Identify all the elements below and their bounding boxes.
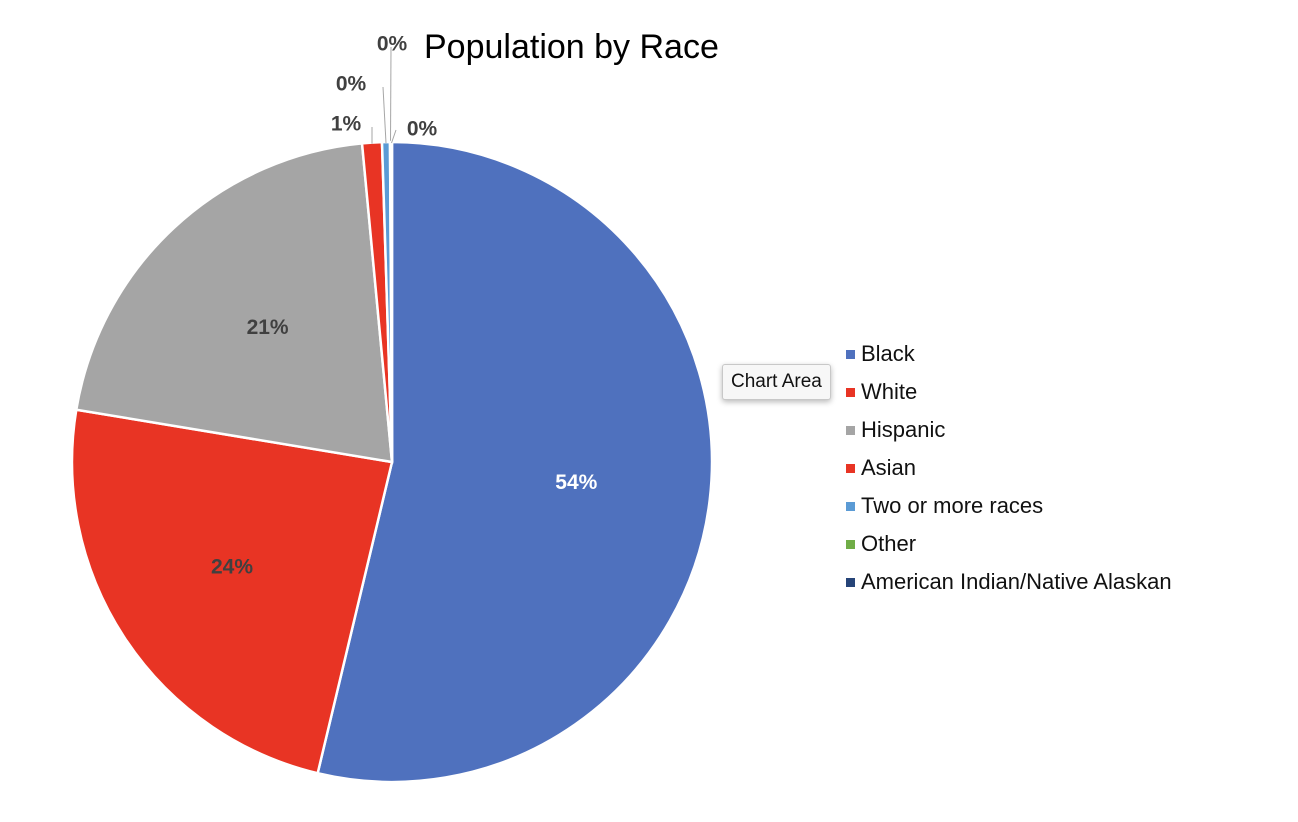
legend-label: Asian — [861, 455, 917, 480]
pie-slice-white[interactable] — [70, 408, 394, 775]
legend-swatch — [846, 501, 855, 511]
leader-line — [390, 46, 392, 144]
chart-title: Population by Race — [424, 28, 719, 66]
legend-item-hispanic[interactable]: Hispanic — [846, 411, 1172, 449]
leader-line — [391, 129, 397, 144]
legend-item-two-or-more-races[interactable]: Two or more races — [846, 487, 1172, 525]
legend-label: American Indian/Native Alaskan — [861, 569, 1172, 594]
legend-swatch — [846, 577, 855, 587]
data-label-white: 24% — [211, 556, 253, 579]
legend-swatch — [846, 387, 855, 397]
legend-item-white[interactable]: White — [846, 373, 1172, 411]
pie-slice-hispanic[interactable] — [74, 142, 394, 464]
legend-swatch — [846, 425, 855, 435]
data-label-two-or-more-races: 0% — [336, 73, 367, 96]
legend-label: White — [861, 379, 918, 404]
legend-label: Black — [861, 341, 915, 366]
legend-swatch — [846, 539, 855, 549]
legend-swatch — [846, 463, 855, 473]
pie-slice-american-indian-native-alaskan[interactable] — [389, 140, 394, 463]
legend-item-asian[interactable]: Asian — [846, 449, 1172, 487]
leader-line — [382, 86, 387, 144]
data-label-american-indian-native-alaskan: 0% — [407, 118, 438, 141]
data-label-other: 0% — [377, 33, 408, 56]
legend-label: Other — [861, 531, 917, 556]
legend-swatch — [846, 349, 855, 359]
legend-item-american-indian-native-alaskan[interactable]: American Indian/Native Alaskan — [846, 563, 1172, 601]
legend[interactable]: Black White Hispanic Asian Two or more races… — [846, 335, 1172, 601]
data-label-black: 54% — [555, 471, 597, 494]
legend-item-black[interactable]: Black — [846, 335, 1172, 373]
chart-area-tooltip: Chart Area — [722, 364, 831, 400]
legend-label: Two or more races — [861, 493, 1044, 518]
legend-label: Hispanic — [861, 417, 946, 442]
data-label-hispanic: 21% — [247, 316, 289, 339]
data-label-asian: 1% — [331, 113, 362, 136]
legend-item-other[interactable]: Other — [846, 525, 1172, 563]
pie-slice-black[interactable] — [316, 140, 714, 784]
